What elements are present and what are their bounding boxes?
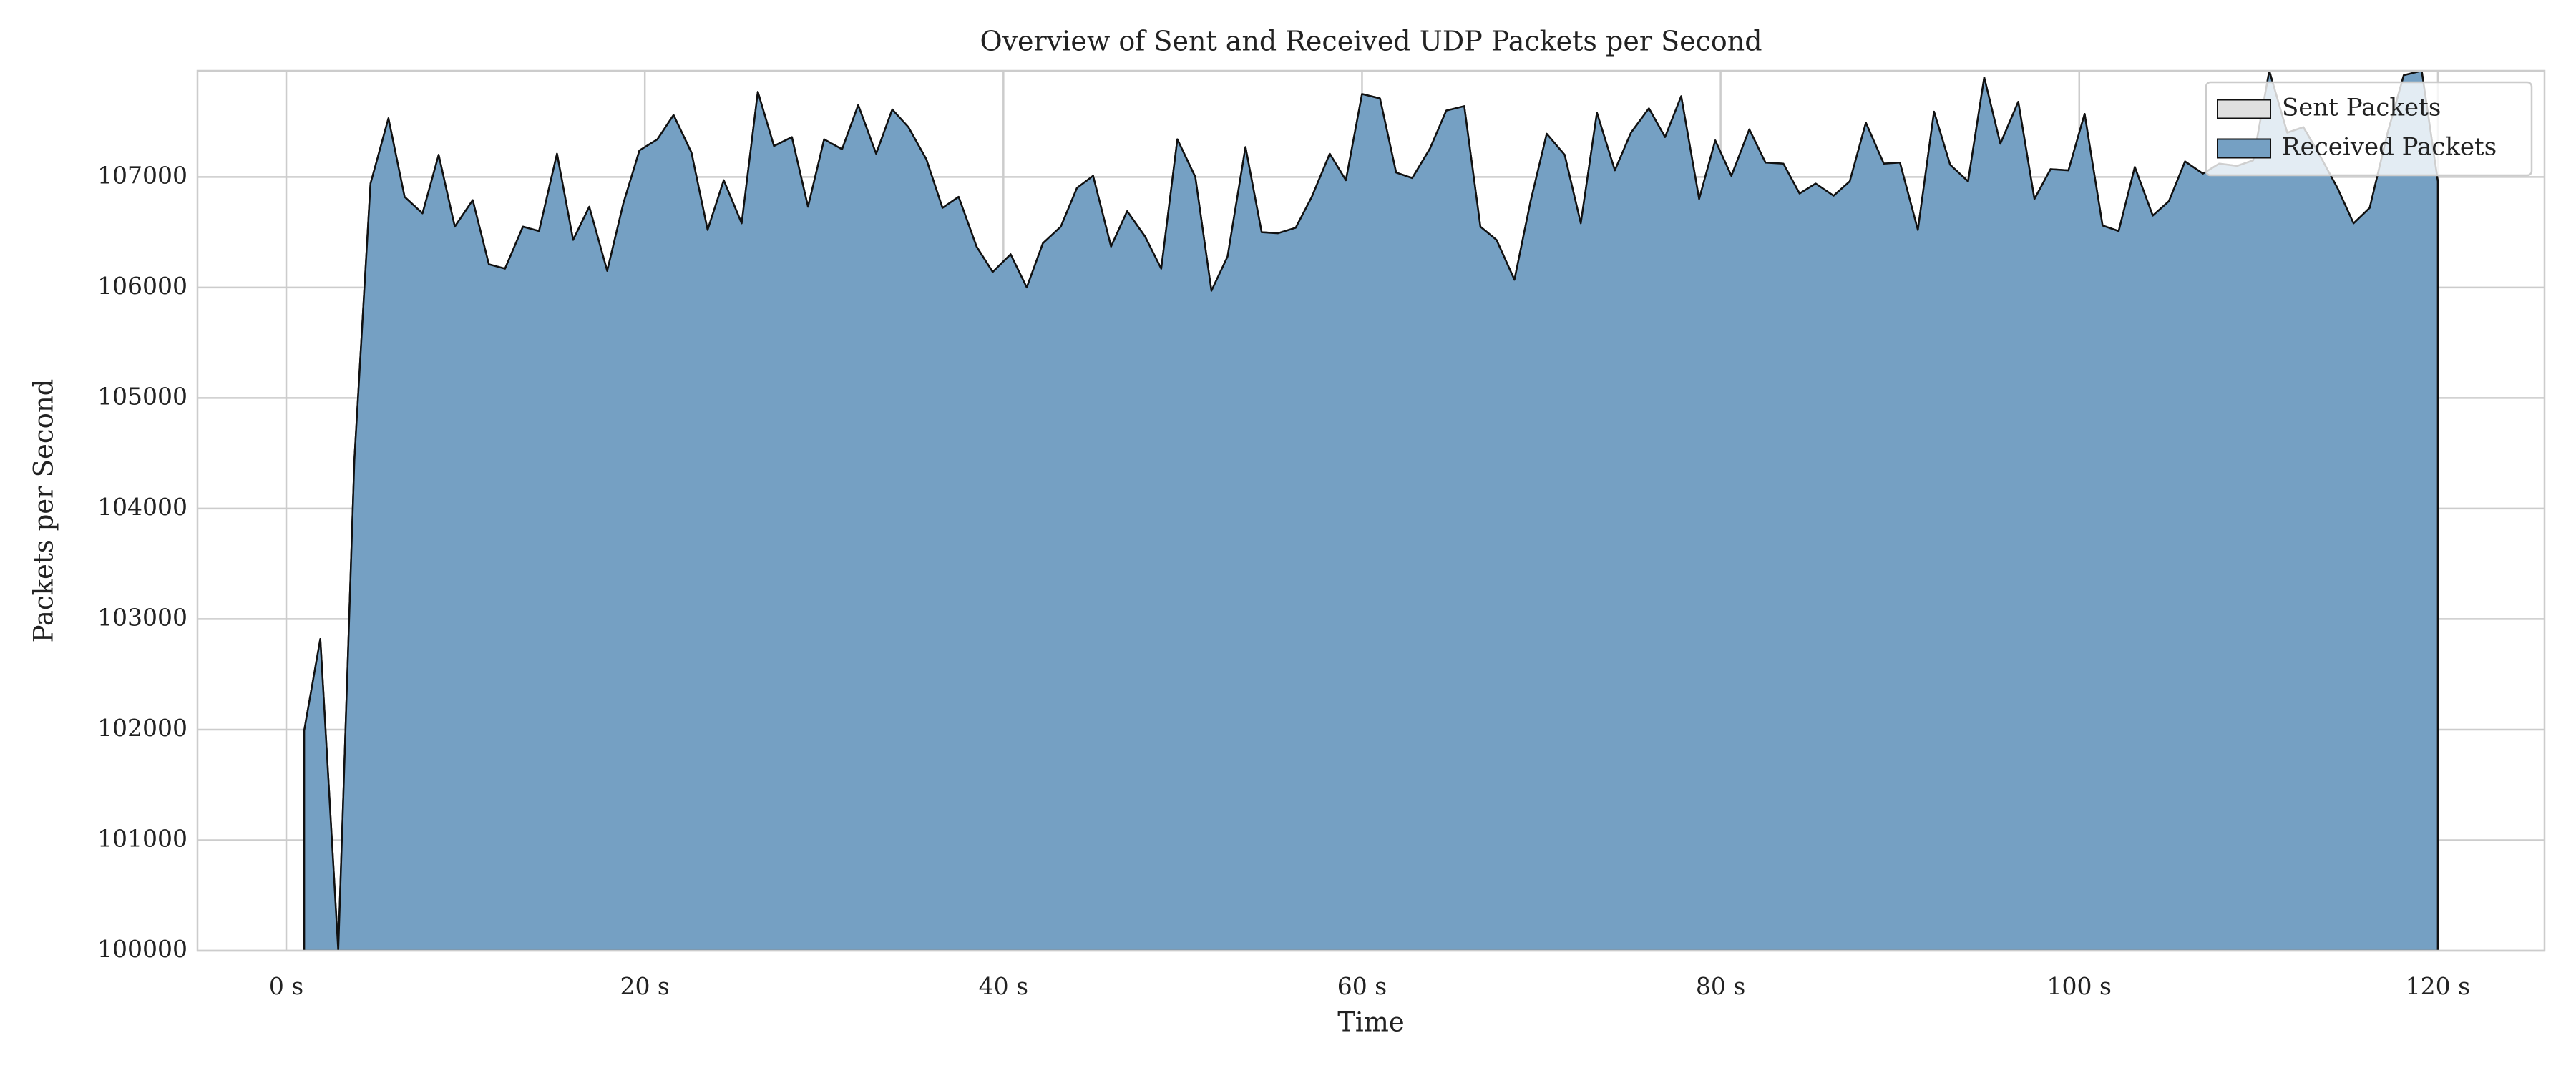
legend-swatch <box>2217 138 2271 159</box>
y-tick-label: 105000 <box>97 382 187 410</box>
y-tick-label: 101000 <box>97 824 187 852</box>
x-axis-label: Time <box>1337 1007 1405 1038</box>
plot-frame <box>196 69 2546 952</box>
plot-area <box>303 71 2439 951</box>
x-tick-label: 120 s <box>2406 972 2470 1000</box>
y-tick-label: 104000 <box>97 493 187 521</box>
y-tick-label: 102000 <box>97 714 187 742</box>
y-tick-label: 107000 <box>97 161 187 189</box>
x-tick-label: 40 s <box>979 972 1028 1000</box>
x-tick-label: 80 s <box>1696 972 1745 1000</box>
x-tick-label: 20 s <box>620 972 669 1000</box>
chart-title: Overview of Sent and Received UDP Packet… <box>980 26 1762 57</box>
legend-label: Received Packets <box>2282 133 2497 162</box>
x-tick-label: 0 s <box>269 972 303 1000</box>
x-tick-label: 60 s <box>1337 972 1387 1000</box>
legend-swatch <box>2217 99 2271 119</box>
y-tick-label: 100000 <box>97 935 187 963</box>
legend-box <box>2205 81 2533 177</box>
legend-label: Sent Packets <box>2282 94 2441 122</box>
x-tick-label: 100 s <box>2047 972 2112 1000</box>
y-axis-label: Packets per Second <box>29 379 59 643</box>
y-tick-label: 106000 <box>97 272 187 300</box>
y-tick-label: 103000 <box>97 603 187 631</box>
area <box>303 71 2439 951</box>
